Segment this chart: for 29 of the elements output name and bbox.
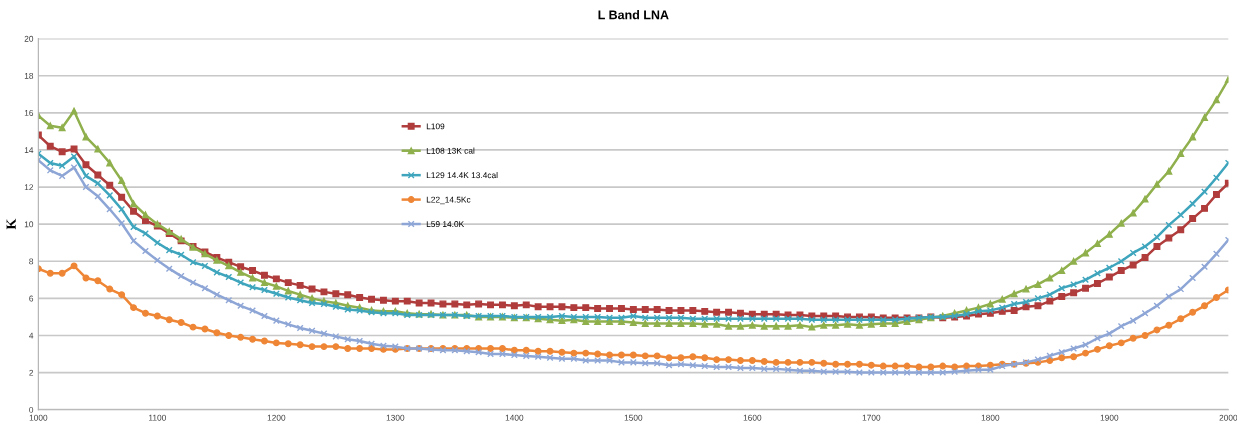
x-tick-label: 1200 [267,414,286,421]
x-tick-label: 1000 [29,414,48,421]
y-tick-label: 20 [24,35,34,42]
x-tick-label: 1500 [624,414,643,421]
y-tick-label: 12 [24,184,34,191]
x-tick-label: 1800 [981,414,1000,421]
legend-label: L109 [426,123,445,130]
legend-label: L129 14.4K 13.4cal [426,172,498,179]
x-tick-label: 1400 [505,414,524,421]
x-tick-label: 1100 [149,414,166,421]
y-tick-label: 18 [24,72,34,79]
y-tick-label: 8 [29,258,34,265]
chart-title: L Band LNA [598,10,669,20]
y-tick-label: 2 [29,369,34,376]
x-tick-label: 1900 [1100,414,1119,421]
legend-label: L108 13K cal [426,147,475,154]
y-tick-label: 16 [24,110,34,116]
y-tick-label: 10 [24,221,34,228]
legend-label: L22_14.5Kc [426,196,471,205]
y-axis-title: K [6,218,16,230]
y-tick-label: 4 [29,332,34,339]
y-tick-label: 14 [24,147,34,153]
x-tick-label: 2000 [1219,414,1237,421]
x-tick-label: 1600 [743,414,762,421]
y-tick-label: 6 [29,295,34,302]
x-tick-label: 1300 [386,414,405,421]
y-tick-label: 0 [29,406,34,413]
legend-label: L59 14.0K [426,221,465,228]
x-tick-label: 1700 [862,414,881,421]
